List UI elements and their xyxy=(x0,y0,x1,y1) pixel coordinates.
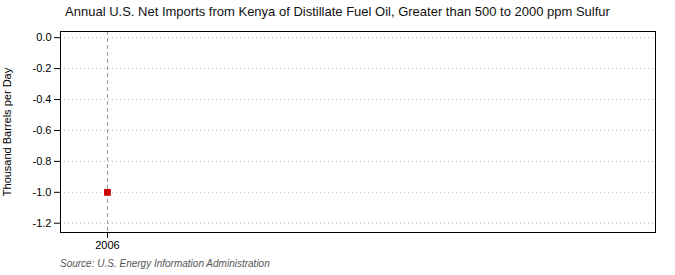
svg-text:-0.6: -0.6 xyxy=(33,124,52,136)
svg-text:Thousand Barrels per Day: Thousand Barrels per Day xyxy=(1,67,13,196)
svg-text:2006: 2006 xyxy=(95,239,119,251)
svg-text:0.0: 0.0 xyxy=(36,31,51,43)
html-text:Annual U.S. Net Imports from K: Annual U.S. Net Imports from Kenya of Di… xyxy=(65,4,610,19)
svg-text:-0.8: -0.8 xyxy=(33,155,52,167)
html-text:Source: U.S. Energy Informatio: Source: U.S. Energy Information Administ… xyxy=(60,258,270,269)
svg-text:-1.2: -1.2 xyxy=(33,217,52,229)
svg-text:-1.0: -1.0 xyxy=(33,186,52,198)
svg-text:-0.4: -0.4 xyxy=(33,93,52,105)
svg-text:-0.2: -0.2 xyxy=(33,62,52,74)
